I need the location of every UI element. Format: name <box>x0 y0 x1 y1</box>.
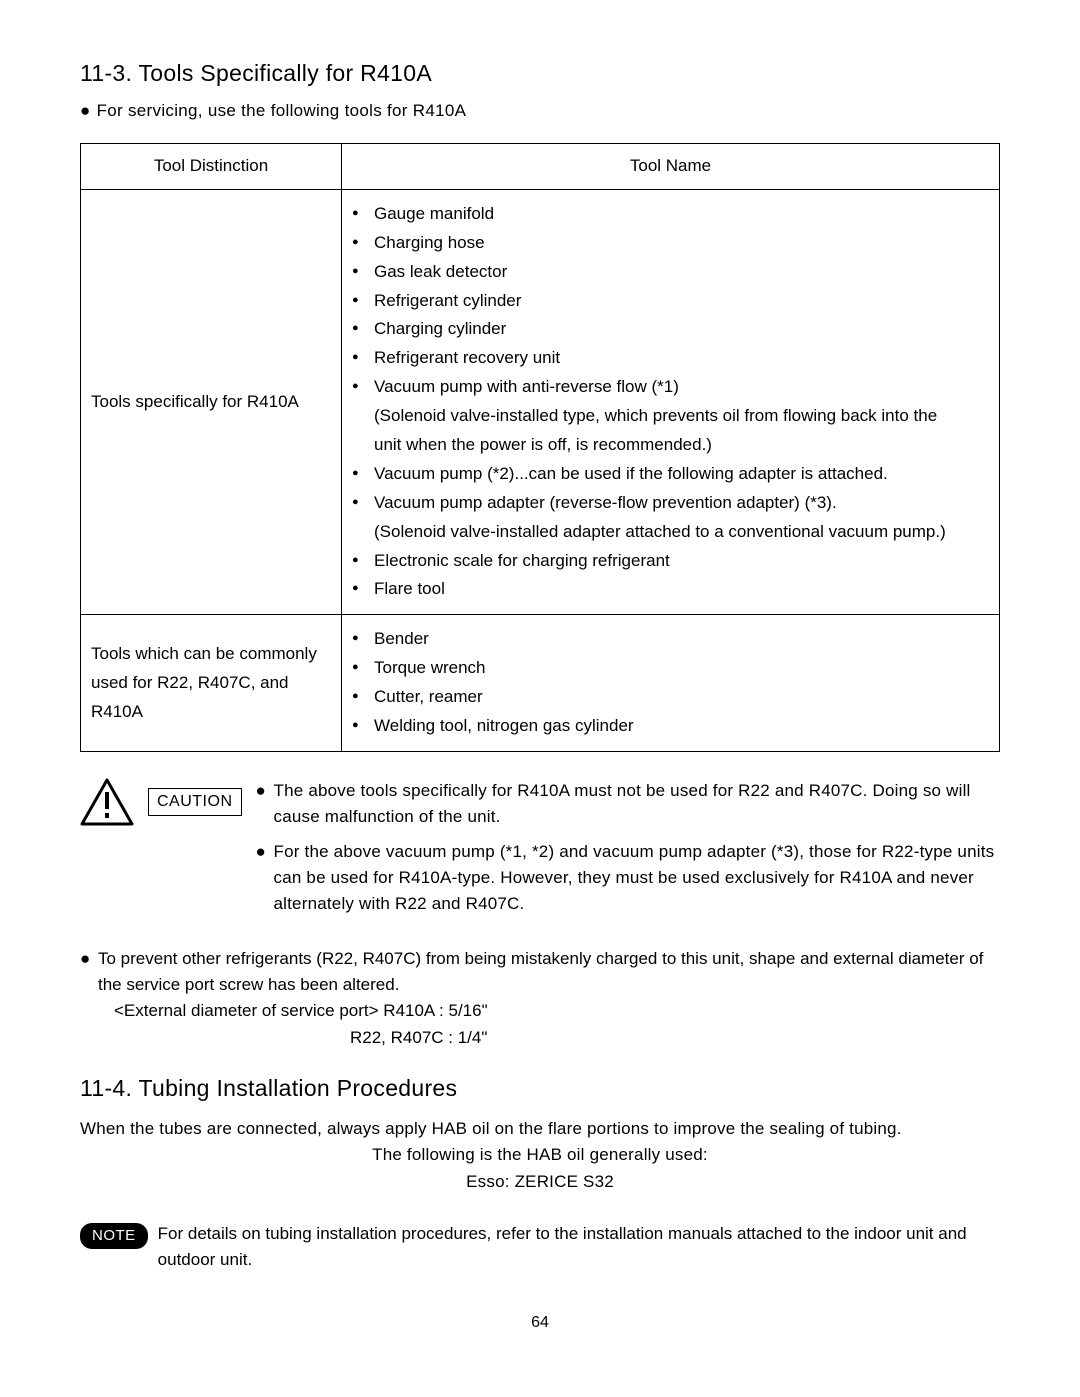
tool-list-item: Torque wrench <box>352 654 989 683</box>
caution-p1: The above tools specifically for R410A m… <box>274 778 1001 831</box>
table-row: Tools which can be commonly used for R22… <box>81 615 1000 752</box>
bullet-icon: ● <box>256 778 274 831</box>
row1-tools-cell: Gauge manifoldCharging hoseGas leak dete… <box>342 189 1000 614</box>
table-row: Tools specifically for R410A Gauge manif… <box>81 189 1000 614</box>
row1-label: Tools specifically for R410A <box>81 189 342 614</box>
row2-label: Tools which can be commonly used for R22… <box>81 615 342 752</box>
intro-line: ● For servicing, use the following tools … <box>80 101 1000 121</box>
bullet-icon: ● <box>256 839 274 918</box>
section2-p2: The following is the HAB oil generally u… <box>80 1142 1000 1168</box>
tool-list-item: (Solenoid valve-installed type, which pr… <box>352 402 989 431</box>
tool-list-item: Gauge manifold <box>352 200 989 229</box>
tool-list-item: Gas leak detector <box>352 258 989 287</box>
tool-list-item: Bender <box>352 625 989 654</box>
caution-text: ● The above tools specifically for R410A… <box>256 778 1001 922</box>
caution-block: CAUTION ● The above tools specifically f… <box>80 778 1000 922</box>
note-label-pill: NOTE <box>80 1223 148 1249</box>
tool-list-item: Vacuum pump adapter (reverse-flow preven… <box>352 489 989 518</box>
tool-list-item: Charging hose <box>352 229 989 258</box>
section2-p1: When the tubes are connected, always app… <box>80 1116 1000 1142</box>
tool-list-item: Cutter, reamer <box>352 683 989 712</box>
tool-list-item: Refrigerant recovery unit <box>352 344 989 373</box>
warning-triangle-icon <box>80 778 134 826</box>
bullet-icon: ● <box>80 946 98 999</box>
row2-tool-list: BenderTorque wrenchCutter, reamerWelding… <box>352 625 989 741</box>
row2-tools-cell: BenderTorque wrenchCutter, reamerWelding… <box>342 615 1000 752</box>
service-port-line3: R22, R407C : 1/4" <box>80 1025 1000 1051</box>
table-header-col1: Tool Distinction <box>81 144 342 190</box>
note-block: NOTE For details on tubing installation … <box>80 1221 1000 1274</box>
tool-list-item: unit when the power is off, is recommend… <box>352 431 989 460</box>
tool-list-item: Welding tool, nitrogen gas cylinder <box>352 712 989 741</box>
tool-list-item: Electronic scale for charging refrigeran… <box>352 547 989 576</box>
tool-list-item: Flare tool <box>352 575 989 604</box>
tools-table: Tool Distinction Tool Name Tools specifi… <box>80 143 1000 752</box>
intro-text: For servicing, use the following tools f… <box>97 101 467 120</box>
caution-p2: For the above vacuum pump (*1, *2) and v… <box>274 839 1001 918</box>
row1-tool-list: Gauge manifoldCharging hoseGas leak dete… <box>352 200 989 604</box>
note-text: For details on tubing installation proce… <box>158 1221 1000 1274</box>
section2-p3: Esso: ZERICE S32 <box>80 1169 1000 1195</box>
tool-list-item: Vacuum pump (*2)...can be used if the fo… <box>352 460 989 489</box>
page-container: 11-3. Tools Specifically for R410A ●For … <box>0 0 1080 1372</box>
table-header-col2: Tool Name <box>342 144 1000 190</box>
tool-list-item: Vacuum pump with anti-reverse flow (*1) <box>352 373 989 402</box>
bullet-icon: ● <box>80 101 91 120</box>
caution-label: CAUTION <box>148 788 242 816</box>
service-port-p1: To prevent other refrigerants (R22, R407… <box>98 946 1000 999</box>
tool-list-item: Refrigerant cylinder <box>352 287 989 316</box>
section-11-4-title: 11-4. Tubing Installation Procedures <box>80 1075 1000 1102</box>
service-port-line2: <External diameter of service port> R410… <box>80 998 1000 1024</box>
section-11-3-title: 11-3. Tools Specifically for R410A <box>80 60 1000 87</box>
page-number: 64 <box>80 1314 1000 1332</box>
service-port-note: ● To prevent other refrigerants (R22, R4… <box>80 946 1000 1051</box>
caution-label-wrap: CAUTION <box>148 778 242 816</box>
section-11-4: 11-4. Tubing Installation Procedures Whe… <box>80 1075 1000 1274</box>
tool-list-item: (Solenoid valve-installed adapter attach… <box>352 518 989 547</box>
tool-list-item: Charging cylinder <box>352 315 989 344</box>
